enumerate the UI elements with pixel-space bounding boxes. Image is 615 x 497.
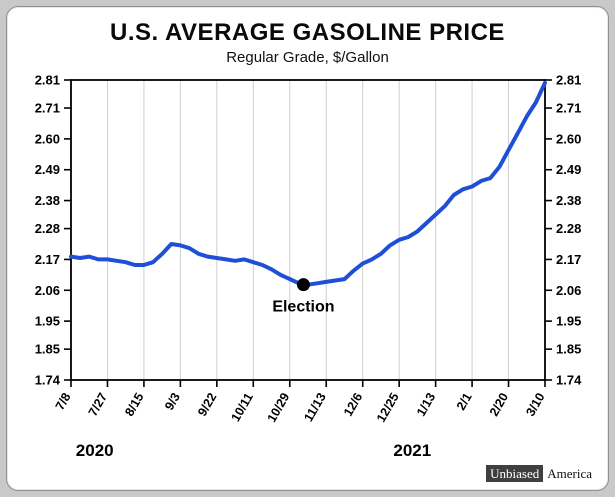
x-tick-label: 11/13 <box>301 390 328 424</box>
y-tick-label-right: 1.74 <box>556 373 582 388</box>
y-tick-label-left: 2.06 <box>35 283 60 298</box>
y-tick-label-right: 2.81 <box>556 73 581 88</box>
y-tick-label-left: 1.95 <box>35 314 60 329</box>
x-tick-label: 7/27 <box>86 390 110 418</box>
year-label-2021: 2021 <box>393 441 431 460</box>
election-annotation-label: Election <box>272 299 334 316</box>
gasoline-price-line-chart: 2.81 2.81 2.71 2.71 2.60 2.60 2.49 2.49 2.38 2.38… <box>35 73 582 461</box>
watermark-unbiased: Unbiased <box>486 465 544 482</box>
y-tick-label-right: 2.38 <box>556 193 581 208</box>
x-tick-label: 2/1 <box>454 390 475 412</box>
x-tick-label: 12/25 <box>374 390 402 424</box>
y-tick-label-left: 2.38 <box>35 193 60 208</box>
watermark: Unbiased America <box>486 465 592 482</box>
y-tick-label-right: 2.28 <box>556 221 581 236</box>
x-tick-label: 2/20 <box>487 390 511 418</box>
x-tick-label: 10/29 <box>265 390 293 424</box>
x-tick-label: 10/11 <box>228 390 255 424</box>
chart-card: U.S. AVERAGE GASOLINE PRICE Regular Grad… <box>6 6 609 491</box>
y-tick-label-left: 2.49 <box>35 162 60 177</box>
x-tick-label: 9/3 <box>162 390 183 412</box>
y-tick-label-right: 2.49 <box>556 162 581 177</box>
y-tick-label-left: 1.74 <box>35 373 61 388</box>
y-tick-label-right: 1.95 <box>556 314 581 329</box>
y-tick-label-left: 2.81 <box>35 73 60 88</box>
y-tick-label-left: 2.28 <box>35 221 60 236</box>
x-tick-label: 8/15 <box>122 390 146 418</box>
y-tick-label-left: 2.71 <box>35 101 60 116</box>
y-tick-label-right: 2.71 <box>556 101 581 116</box>
x-tick-label: 12/6 <box>341 390 365 418</box>
chart-subtitle: Regular Grade, $/Gallon <box>226 49 389 66</box>
x-tick-label: 9/22 <box>195 390 219 418</box>
y-tick-label-right: 2.17 <box>556 252 581 267</box>
x-tick-label: 1/13 <box>414 390 438 418</box>
election-marker-dot <box>296 278 310 292</box>
y-tick-label-left: 2.60 <box>35 131 60 146</box>
y-tick-label-right: 2.06 <box>556 283 581 298</box>
x-tick-label: 7/8 <box>53 390 74 412</box>
y-tick-label-right: 2.60 <box>556 131 581 146</box>
year-label-2020: 2020 <box>76 441 114 460</box>
y-tick-label-right: 1.85 <box>556 342 581 357</box>
x-tick-label: 3/10 <box>523 390 547 418</box>
line-chart: 2.81 2.81 2.71 2.71 2.60 2.60 2.49 2.49 2.38 2.38… <box>15 68 600 475</box>
chart-title: U.S. AVERAGE GASOLINE PRICE <box>110 19 505 46</box>
plot-background <box>71 80 545 380</box>
watermark-america: America <box>547 466 592 481</box>
plot-border <box>70 79 546 381</box>
y-tick-label-left: 2.17 <box>35 252 60 267</box>
y-tick-label-left: 1.85 <box>35 342 60 357</box>
